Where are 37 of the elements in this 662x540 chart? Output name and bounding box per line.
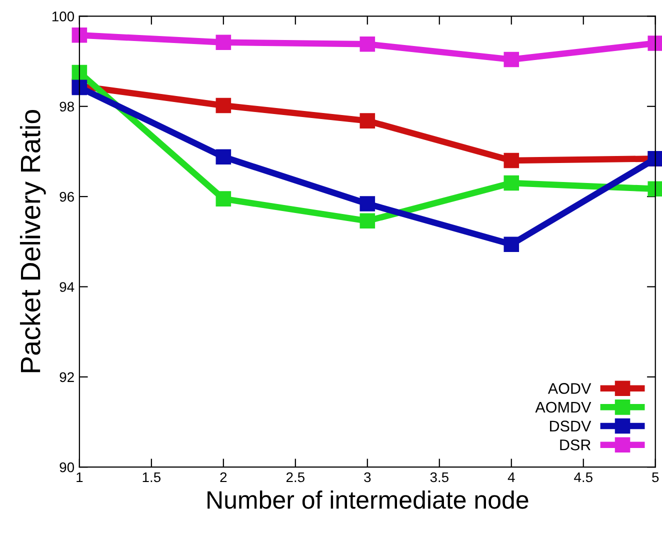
point	[504, 152, 520, 168]
point	[360, 36, 376, 52]
x-axis-title: Number of intermediate node	[208, 490, 528, 509]
point	[504, 52, 520, 68]
point	[360, 196, 376, 212]
y-tick-label: 98	[60, 102, 74, 112]
point	[72, 64, 88, 80]
y-tick-label: 94	[60, 282, 74, 292]
x-tick-label: 1	[76, 472, 83, 482]
x-tick-label: 2.5	[286, 472, 304, 482]
point	[360, 113, 376, 128]
point	[360, 213, 376, 229]
legend-label: DSR	[560, 440, 591, 450]
x-tick-label: 5	[652, 472, 659, 482]
legend-label: AODV	[548, 383, 592, 394]
x-tick-label: 4	[508, 472, 515, 482]
x-tick-label: 2	[220, 472, 227, 482]
legend-label: AOMDV	[535, 402, 592, 413]
x-tick-label: 3	[364, 472, 371, 482]
y-tick-label: 100	[52, 12, 74, 22]
point	[504, 175, 520, 191]
x-tick-label: 4.5	[574, 472, 592, 482]
point	[72, 28, 88, 43]
y-tick-label: 96	[60, 192, 74, 202]
y-tick-label: 92	[60, 372, 74, 382]
point	[504, 236, 520, 252]
legend-label: DSDV	[550, 420, 592, 432]
point	[216, 149, 232, 165]
point	[216, 34, 232, 50]
point	[216, 98, 232, 114]
x-tick-label: 3.5	[430, 472, 448, 482]
x-tick-label: 1.5	[142, 472, 161, 482]
point	[648, 181, 662, 197]
y-tick-label: 90	[60, 462, 74, 472]
point	[648, 36, 662, 51]
y-axis-title: Packet Delivery Ratio	[20, 110, 46, 372]
point	[216, 191, 232, 206]
